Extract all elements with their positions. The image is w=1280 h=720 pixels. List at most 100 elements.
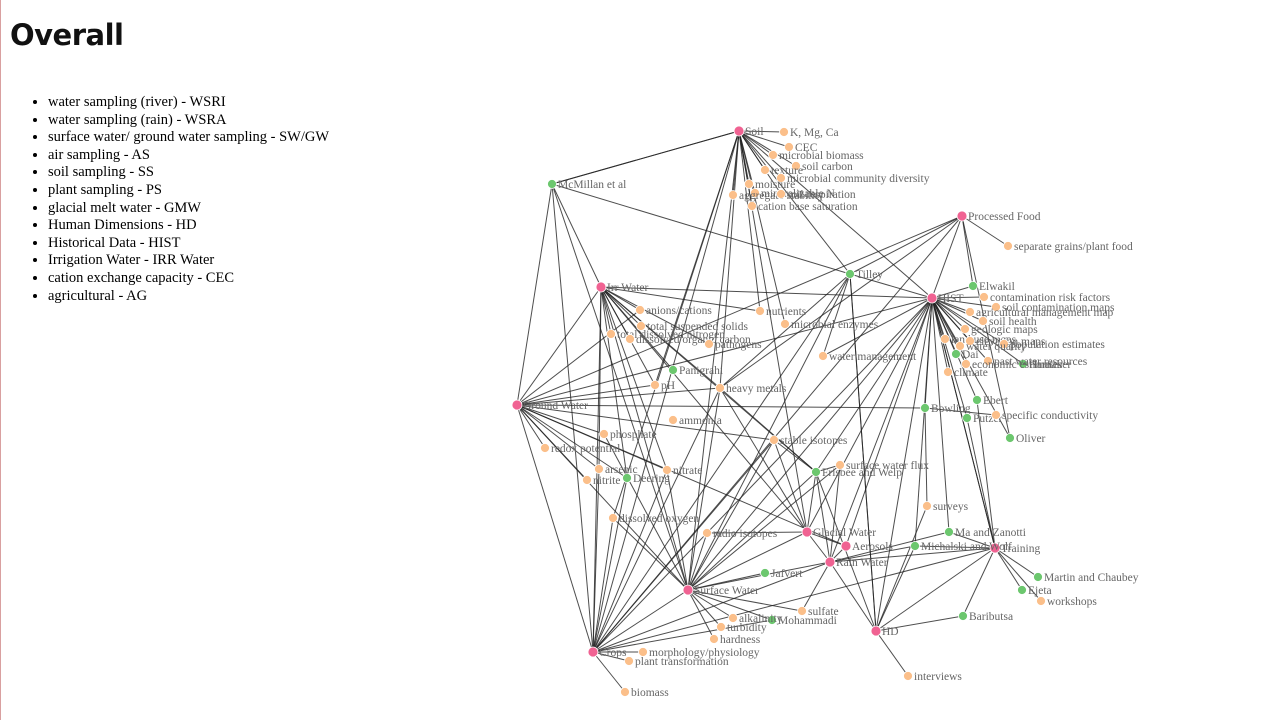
node-training[interactable]: Training [989,542,1040,555]
node-nitrite[interactable]: nitrite [582,475,621,487]
node-dissox[interactable]: dissolved oxygen [608,513,700,525]
node-dot-aerosol[interactable] [840,540,852,552]
node-dot-swflux[interactable] [835,460,845,470]
node-surveys[interactable]: surveys [922,501,969,513]
node-dot-popest[interactable] [999,339,1009,349]
node-dot-landuse[interactable] [940,334,950,344]
node-jafvert[interactable]: Jafvert [760,568,804,580]
node-ejeta[interactable]: Ejeta [1017,585,1052,597]
node-morph[interactable]: morphology/physiology [638,647,760,659]
node-dot-biomass[interactable] [620,687,630,697]
node-dot-workshops[interactable] [1036,596,1046,606]
node-dot-elevmaps[interactable] [965,336,975,346]
node-dot-dissox[interactable] [608,513,618,523]
node-dot-cationbase[interactable] [747,201,757,211]
node-dai[interactable]: Dai [951,349,979,361]
node-dot-watermgmt[interactable] [818,351,828,361]
node-irr[interactable]: Irr Water [595,281,648,294]
node-mazanotti[interactable]: Ma and Zanotti [944,527,1026,539]
node-pf[interactable]: Processed Food [956,210,1041,223]
node-dot-moisture[interactable] [744,179,754,189]
node-dot-surveys[interactable] [922,501,932,511]
node-pastres[interactable]: past water resources [983,356,1088,368]
node-moisture[interactable]: moisture [744,179,796,191]
node-microenz[interactable]: microbial enzymes [780,319,879,331]
node-agmgmtmap[interactable]: agricultural management map [965,307,1114,319]
node-dot-contamrisk[interactable] [979,292,989,302]
node-heavymetals[interactable]: heavy metals [715,383,787,395]
node-mohammadi[interactable]: Mohammadi [767,615,837,627]
node-dot-mcm[interactable] [547,179,557,189]
node-dot-microdiv[interactable] [776,173,786,183]
node-dot-soilhealth[interactable] [978,316,988,326]
node-dot-arsenic[interactable] [594,464,604,474]
node-dot-bowling[interactable] [920,403,930,413]
node-dot-rain[interactable] [824,556,836,568]
node-dot-hardness[interactable] [709,634,719,644]
node-cec[interactable]: CEC [784,142,818,154]
node-interviews[interactable]: interviews [903,671,963,683]
node-dot-irr[interactable] [595,281,607,293]
node-dot-sepgrain[interactable] [1003,241,1013,251]
node-dot-pathogens[interactable] [704,339,714,349]
node-dot-putzer[interactable] [962,413,972,423]
node-dot-soilresp[interactable] [776,189,786,199]
node-dot-microenz[interactable] [780,319,790,329]
node-dot-frisbee[interactable] [811,467,821,477]
node-dot-gw[interactable] [511,399,523,411]
node-gmw[interactable]: Glacial Water [801,526,876,539]
node-dot-sulfate[interactable] [797,606,807,616]
node-dot-tss[interactable] [636,321,646,331]
node-sepgrain[interactable]: separate grains/plant food [1003,241,1134,253]
node-panigrahi[interactable]: Panigrahi [668,365,724,377]
node-microbio[interactable]: microbial biomass [768,150,865,162]
node-dot-ammonia[interactable] [668,415,678,425]
node-oliver[interactable]: Oliver [1005,433,1046,445]
node-popest[interactable]: population estimates [999,339,1106,351]
node-stableiso[interactable]: stable isotopes [769,435,848,447]
node-dot-pastres[interactable] [983,356,993,366]
node-dot-stableiso[interactable] [769,435,779,445]
node-hamaker[interactable]: Hamaker [1018,359,1072,371]
node-dot-dai[interactable] [951,349,961,359]
node-dot-hd[interactable] [870,625,882,637]
node-geomap[interactable]: geologic maps [960,324,1039,336]
node-dot-jafvert[interactable] [760,568,770,578]
node-dot-gmw[interactable] [801,526,813,538]
node-dot-anions[interactable] [635,305,645,315]
node-dot-alkalinity[interactable] [728,613,738,623]
node-redox[interactable]: redox potential [540,443,621,455]
node-dot-interviews[interactable] [903,671,913,681]
node-planttrans[interactable]: plant transformation [624,656,729,668]
node-dot-specond[interactable] [991,410,1001,420]
node-dot-tilley[interactable] [845,269,855,279]
node-dot-baributsa[interactable] [958,611,968,621]
node-biomass[interactable]: biomass [620,687,670,699]
node-dot-tdn[interactable] [606,329,616,339]
node-dot-deering[interactable] [622,473,632,483]
node-dot-nutrients[interactable] [755,306,765,316]
node-dot-aggstab[interactable] [728,190,738,200]
node-dot-hamaker[interactable] [1018,359,1028,369]
node-radioiso[interactable]: radio isotopes [702,528,778,540]
node-kmgca[interactable]: K, Mg, Ca [779,127,839,139]
node-dot-pf[interactable] [956,210,968,222]
node-anions[interactable]: anions/cations [635,305,713,317]
node-frisbee[interactable]: Frisbee and Welp [811,467,903,479]
node-dot-martin[interactable] [1033,572,1043,582]
node-nutrients[interactable]: nutrients [755,306,807,318]
node-phosphate[interactable]: phosphate [599,429,657,441]
node-dot-radioiso[interactable] [702,528,712,538]
node-elwakil[interactable]: Elwakil [968,281,1015,293]
node-dot-geomap[interactable] [960,324,970,334]
node-dot-oliver[interactable] [1005,433,1015,443]
node-dot-soilcarbon[interactable] [791,161,801,171]
node-dot-michalski[interactable] [910,541,920,551]
node-dot-ejeta[interactable] [1017,585,1027,595]
node-arsenic[interactable]: arsenic [594,464,638,476]
node-dot-morph[interactable] [638,647,648,657]
node-watermgmt[interactable]: water management [818,351,917,363]
node-soilresp[interactable]: soil respiration [776,189,856,201]
node-hist[interactable]: HIST [926,292,964,305]
node-dot-training[interactable] [989,542,1001,554]
